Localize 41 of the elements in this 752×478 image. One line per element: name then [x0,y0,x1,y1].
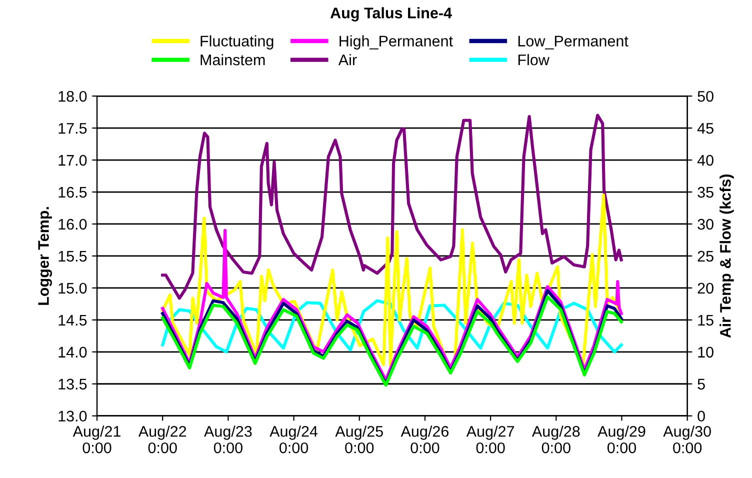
x-tick-label: Aug/24 0:00 [270,426,318,454]
x-tick-label: Aug/23 0:00 [204,426,252,454]
y2-tick-label: 0 [698,410,705,422]
y2-tick-label: 5 [698,378,705,390]
legend-label: Air [338,54,357,66]
y-tick-label: 17.5 [58,123,87,134]
y-axis-title: Logger Temp. [38,207,52,305]
y2-tick-label: 40 [697,154,714,166]
y-tick-label: 14.0 [58,346,87,358]
y2-tick-label: 35 [698,186,714,198]
x-tick-label: Aug/26 0:00 [400,426,449,454]
y-tick-label: 13.5 [58,378,87,390]
legend-label: Fluctuating [200,35,274,50]
legend-label: Mainstem [200,54,265,66]
x-tick-label: Aug/27 0:00 [466,426,514,454]
y-tick-label: 14.5 [58,314,87,326]
x-tick-label: Aug/21 0:00 [72,426,120,454]
x-tick-label: Aug/22 0:00 [138,426,186,454]
y2-tick-label: 20 [698,282,714,294]
x-tick-label: Aug/28 0:00 [532,426,580,454]
x-tick-label: Aug/29 0:00 [598,426,646,454]
y-tick-label: 18.0 [58,90,87,102]
legend-label: Flow [518,54,550,66]
x-tick-label: Aug/30 0:00 [663,426,711,454]
y-tick-label: 15.0 [58,282,87,294]
y2-tick-label: 10 [698,346,714,358]
y2-axis-title: Air Temp & Flow (kcfs) [720,174,734,338]
y2-tick-label: 30 [698,218,714,230]
y2-tick-label: 45 [697,123,714,134]
x-tick-label: Aug/25 0:00 [335,426,383,454]
y-tick-label: 16.5 [58,186,87,198]
chart-title: Aug Talus Line-4 [330,7,452,22]
y-tick-label: 17.0 [58,154,87,166]
y-tick-label: 13.0 [58,410,87,422]
legend-label: High_Permanent [340,35,453,50]
y-tick-label: 15.5 [58,250,87,262]
y2-tick-label: 50 [698,90,714,102]
y2-tick-label: 15 [698,314,714,326]
y-tick-label: 16.0 [58,218,87,230]
legend-label: Low_Permanent [518,36,628,50]
y2-tick-label: 25 [698,250,714,262]
